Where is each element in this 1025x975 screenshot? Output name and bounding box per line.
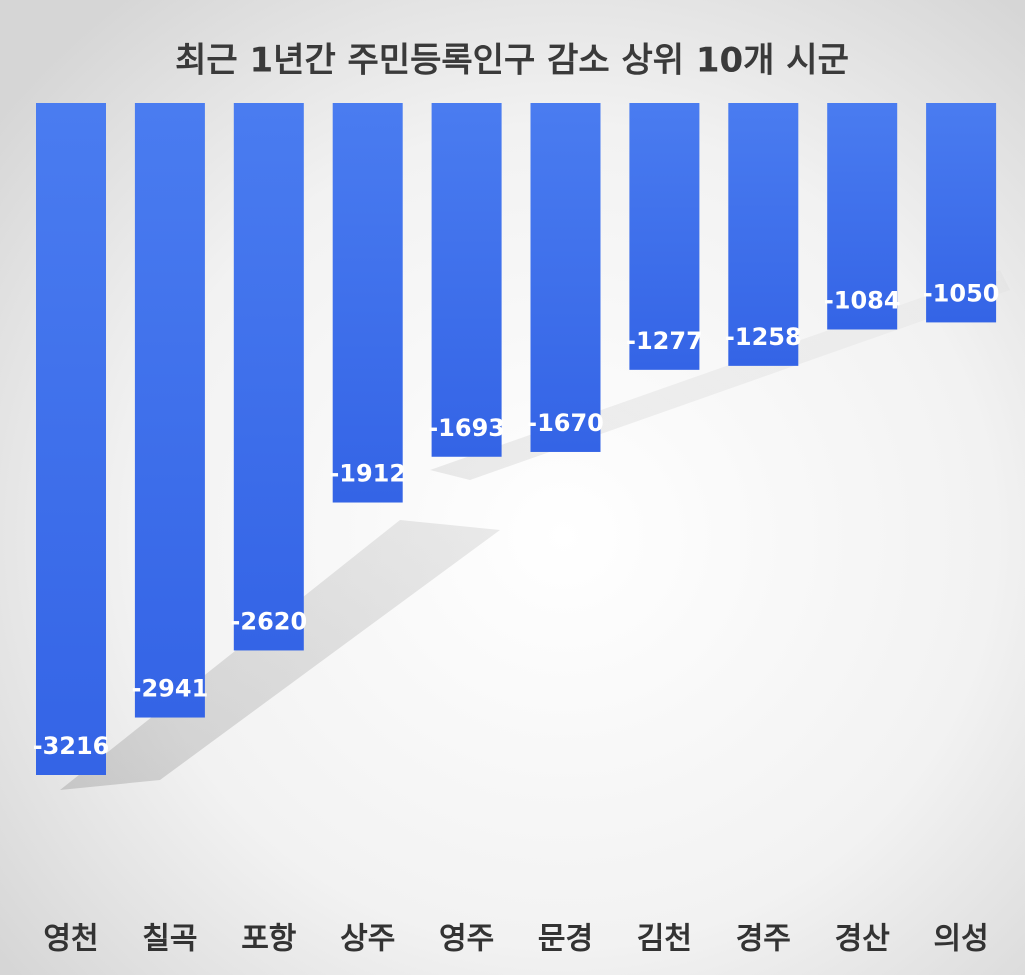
bar [827, 103, 898, 330]
bar [233, 103, 304, 651]
x-tick-label: 영천 [43, 922, 98, 957]
value-label: -1912 [329, 460, 406, 488]
x-tick-label: 의성 [933, 922, 988, 957]
value-label: -2620 [230, 607, 307, 635]
value-label: -1670 [527, 409, 604, 437]
bar [332, 103, 403, 503]
value-label: -1277 [626, 327, 703, 355]
value-label: -2941 [132, 675, 209, 703]
x-tick-label: 문경 [538, 922, 593, 957]
x-tick-label: 상주 [340, 922, 395, 957]
value-label: -1693 [428, 414, 505, 442]
x-tick-label: 영주 [439, 922, 494, 957]
bar [629, 103, 700, 370]
bar [431, 103, 502, 457]
x-tick-label: 경주 [736, 922, 791, 957]
value-label: -3216 [33, 732, 110, 760]
x-tick-label: 경산 [835, 922, 891, 957]
x-tick-label: 김천 [637, 922, 692, 957]
value-label: -1050 [923, 279, 1000, 307]
value-label: -1258 [725, 323, 802, 351]
bar [926, 103, 997, 323]
x-tick-label: 칠곡 [142, 922, 197, 957]
chart-title: 최근 1년간 주민등록인구 감소 상위 10개 시군 [175, 41, 849, 81]
bar [728, 103, 799, 366]
x-tick-label: 포항 [241, 922, 297, 957]
shadow [60, 270, 1010, 790]
value-label: -1084 [824, 287, 901, 315]
bar [134, 103, 205, 718]
bar [36, 103, 106, 775]
bar [530, 103, 601, 452]
